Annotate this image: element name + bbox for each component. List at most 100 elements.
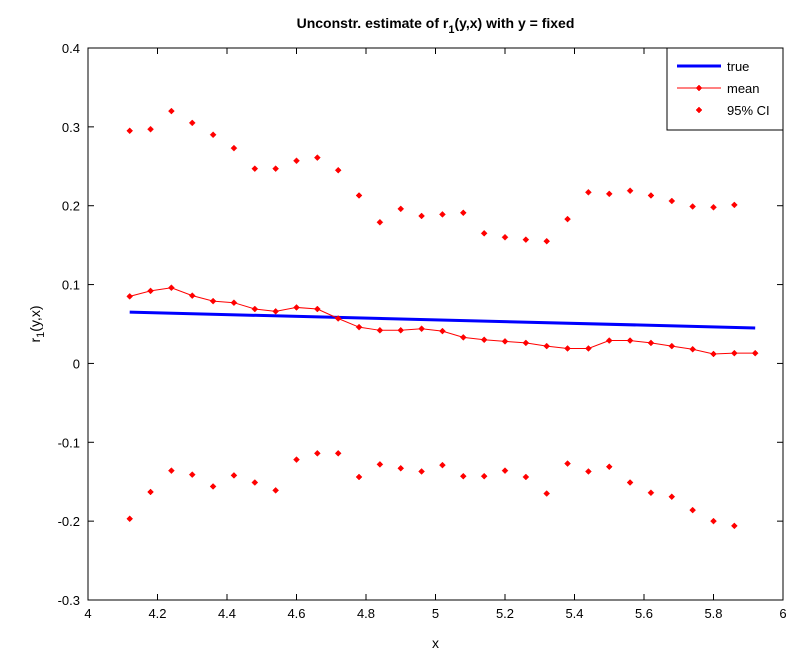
ci-point [147, 125, 154, 133]
mean-point [355, 323, 363, 331]
ci-point [564, 215, 571, 223]
ci-point [168, 467, 175, 475]
y-tick-label: -0.2 [58, 514, 80, 529]
ci-point [230, 144, 238, 152]
ci-point [355, 192, 363, 199]
ci-point [418, 212, 425, 220]
x-axis-label: x [432, 635, 439, 651]
legend-marker [695, 106, 703, 114]
ci-point [334, 449, 342, 457]
series-mean [126, 284, 759, 358]
legend-label: mean [727, 81, 760, 96]
ci-point [585, 188, 592, 196]
ci-point [376, 461, 384, 468]
mean-point [480, 336, 488, 344]
ci-point [230, 472, 238, 479]
ci-point [439, 211, 446, 218]
y-tick-label: 0 [73, 356, 80, 371]
legend-label: 95% CI [727, 103, 770, 118]
ci-point [147, 488, 154, 496]
y-tick-label: 0.4 [62, 41, 80, 56]
ci-point [293, 456, 300, 463]
ci-point [710, 203, 717, 211]
ci-point [439, 461, 446, 469]
x-tick-label: 4.4 [218, 606, 236, 621]
mean-point [147, 287, 154, 295]
ci-point [272, 165, 280, 173]
x-tick-label: 5.8 [704, 606, 722, 621]
mean-point [751, 349, 759, 357]
mean-point [168, 284, 175, 292]
mean-point [313, 305, 321, 313]
legend-label: true [727, 59, 749, 74]
ci-point [188, 471, 196, 478]
mean-point [710, 350, 717, 358]
mean-point [501, 337, 509, 345]
ci-point [730, 201, 738, 209]
axes-frame [87, 47, 784, 601]
ci-point [272, 487, 280, 494]
legend-item-mean: mean [677, 81, 760, 96]
y-tick-label: 0.3 [62, 120, 80, 135]
y-axis-label: r1(y,x) [27, 306, 47, 343]
series-ci-lower [126, 449, 738, 530]
mean-point [418, 325, 425, 333]
mean-point [251, 305, 259, 313]
ci-point [626, 479, 634, 486]
ci-point [313, 154, 321, 161]
legend-marker [695, 84, 703, 92]
mean-point [334, 315, 342, 322]
series-layer [126, 107, 759, 530]
ci-point [397, 464, 405, 472]
ci-point [605, 190, 613, 198]
legend: true mean 95% CI [666, 47, 784, 131]
ci-point [459, 209, 467, 217]
ci-point [251, 479, 259, 486]
ci-point [501, 233, 509, 241]
ci-point [501, 467, 509, 475]
mean-point [272, 308, 280, 315]
ci-point [397, 205, 405, 213]
mean-point [522, 339, 530, 347]
mean-point [230, 299, 238, 307]
mean-point [397, 326, 405, 334]
mean-point [188, 292, 196, 299]
ci-point [543, 490, 551, 497]
ci-point [188, 119, 196, 127]
ci-point [626, 187, 634, 195]
legend-item-true: true [677, 59, 749, 74]
legend-box [666, 47, 784, 131]
ci-point [522, 473, 530, 481]
mean-point [626, 337, 634, 344]
ci-point [168, 107, 175, 115]
legend-item-95-ci: 95% CI [695, 103, 770, 118]
ci-point [480, 229, 488, 237]
mean-point [376, 326, 384, 334]
mean-point [564, 345, 571, 352]
mean-point [585, 345, 592, 352]
ci-point [564, 460, 571, 467]
series-true [129, 310, 756, 330]
ci-point [334, 166, 342, 174]
ci-point [689, 203, 697, 210]
ci-point [480, 472, 488, 480]
ci-point [313, 449, 321, 457]
x-tick-label: 4.2 [148, 606, 166, 621]
ci-point [126, 127, 134, 135]
y-tick-label: 0.1 [62, 278, 80, 293]
y-tick-label: 0.2 [62, 199, 80, 214]
ci-point [710, 517, 717, 525]
ci-point [522, 236, 530, 243]
mean-point [126, 293, 134, 300]
mean-point [668, 342, 676, 350]
ci-point [126, 515, 134, 523]
mean-point [543, 342, 551, 350]
ci-point [418, 468, 425, 475]
series-95-ci [126, 107, 738, 245]
ci-point [459, 472, 467, 480]
y-tick-label: -0.1 [58, 435, 80, 450]
ci-point [605, 463, 613, 471]
ci-point [209, 483, 217, 490]
mean-point [730, 349, 738, 357]
